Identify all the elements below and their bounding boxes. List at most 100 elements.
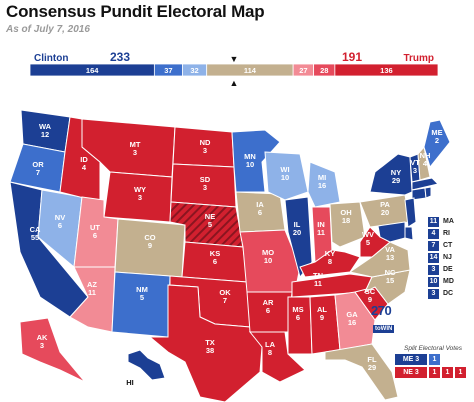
state-KY[interactable] (299, 249, 361, 278)
small-state-abbr: CT (443, 241, 453, 249)
state-NM[interactable] (111, 271, 171, 338)
small-state-abbr: NJ (443, 253, 452, 261)
state-NH[interactable] (417, 145, 431, 181)
clinton-total: 233 (110, 50, 130, 64)
label-KS: KS 6 (210, 249, 220, 266)
summary-segment-label: 28 (320, 66, 328, 75)
state-NJ[interactable] (404, 197, 417, 228)
label-NE: NE 5 (205, 212, 215, 229)
label-ND: ND 3 (200, 138, 211, 155)
state-RI[interactable] (424, 186, 432, 199)
label-WI: WI 10 (280, 165, 289, 182)
summary-bar: Clinton 233 191 Trump ▼ 164 37 32 114 27 28 13… (30, 50, 438, 86)
summary-segment-label: 37 (164, 66, 172, 75)
state-WI[interactable] (264, 151, 309, 201)
small-state-ev: 14 (428, 252, 439, 263)
label-HI: HI (126, 378, 134, 387)
label-WV: WV 5 (362, 230, 374, 247)
electoral-map: WA 12 OR 7 CA 55 NV 6 ID 4 MT 3 WY 3 UT 6 AZ 11 C… (9, 109, 451, 402)
label-VT: VT 3 (410, 158, 420, 175)
state-ME[interactable] (423, 119, 451, 169)
state-DE[interactable] (404, 226, 414, 241)
summary-segments: 164 37 32 114 27 28 136 (30, 63, 438, 77)
small-state-ev: 10 (428, 276, 439, 287)
logo-word: toWIN (373, 325, 395, 333)
label-CO: CO 9 (144, 233, 155, 250)
small-state-ev: 7 (428, 240, 439, 251)
state-LA[interactable] (248, 331, 306, 383)
label-KY: KY 8 (325, 249, 335, 266)
state-FL[interactable] (324, 343, 399, 401)
small-state-abbr: RI (443, 229, 450, 237)
label-SD: SD 3 (200, 175, 211, 192)
summary-segment (334, 63, 438, 77)
label-IN: IN 11 (317, 220, 325, 237)
small-state-DC[interactable]: 3 DC (428, 288, 472, 299)
label-AL: AL 9 (317, 305, 327, 322)
label-NV: NV 6 (55, 213, 65, 230)
label-SC: SC 9 (365, 287, 376, 304)
label-AR: AR 6 (263, 298, 274, 315)
small-state-ev: 3 (428, 264, 439, 275)
page-title: Consensus Pundit Electoral Map (6, 2, 265, 21)
label-NC: NC 15 (385, 268, 396, 285)
small-state-ev: 11 (428, 216, 439, 227)
summary-segment-label: 114 (244, 66, 257, 75)
state-MI[interactable] (307, 161, 341, 208)
split-vote: 1 (429, 367, 440, 378)
label-PA: PA 20 (380, 200, 390, 217)
split-vote: 1 (455, 367, 466, 378)
small-state-abbr: MD (443, 277, 454, 285)
label-WA: WA 12 (39, 122, 52, 139)
state-HI[interactable] (127, 349, 166, 381)
label-OK: OK 7 (219, 288, 231, 305)
small-state-MD[interactable]: 10 MD (428, 276, 472, 287)
label-AK: AK 3 (37, 333, 48, 350)
label-IL: IL 20 (293, 220, 301, 237)
state-OH[interactable] (329, 201, 366, 248)
trump-label: Trump (403, 53, 434, 64)
state-MD[interactable] (377, 221, 406, 243)
small-state-ev: 4 (428, 228, 439, 239)
270towin-logo[interactable]: 270 toWIN (371, 304, 399, 335)
label-LA: LA 8 (265, 340, 276, 357)
small-state-MA[interactable]: 11 MA (428, 216, 472, 227)
label-MO: MO 10 (262, 248, 274, 265)
split-votes-title: Split Electoral Votes (404, 345, 462, 352)
label-FL: FL 29 (367, 355, 377, 372)
as-of-date: As of July 7, 2016 (6, 24, 90, 35)
label-TN: TN 11 (313, 271, 323, 288)
small-state-ev: 3 (428, 288, 439, 299)
state-AK[interactable] (19, 317, 86, 383)
state-TX[interactable] (148, 284, 263, 402)
split-vote: 1 (442, 367, 453, 378)
small-states-legend: 11 MA 4 RI 7 CT 14 NJ 3 DE 10 MD 3 DC (428, 216, 472, 300)
state-MN[interactable] (231, 129, 281, 193)
small-state-DE[interactable]: 3 DE (428, 264, 472, 275)
clinton-label: Clinton (34, 53, 68, 64)
small-state-abbr: DC (443, 289, 454, 297)
split-vote: 1 (429, 354, 440, 365)
label-GA: GA 16 (346, 310, 358, 327)
label-AZ: AZ 11 (87, 280, 97, 297)
label-MT: MT 3 (130, 140, 141, 157)
label-MN: MN 10 (244, 152, 256, 169)
label-VA: VA 13 (385, 245, 395, 262)
midpoint-marker-top: ▼ (230, 54, 239, 64)
summary-segment-label: 164 (86, 66, 99, 75)
small-state-NJ[interactable]: 14 NJ (428, 252, 472, 263)
label-OH: OH 18 (340, 208, 351, 225)
trump-total: 191 (342, 50, 362, 64)
label-TX: TX 38 (205, 338, 215, 355)
summary-segment-label: 136 (380, 66, 393, 75)
summary-segment-label: 32 (190, 66, 198, 75)
small-state-CT[interactable]: 7 CT (428, 240, 472, 251)
label-ID: ID 4 (80, 155, 88, 172)
summary-segment-label: 27 (299, 66, 307, 75)
state-MA[interactable] (411, 177, 439, 191)
label-MI: MI 16 (318, 173, 326, 190)
small-state-RI[interactable]: 4 RI (428, 228, 472, 239)
split-state-label: NE 3 (395, 367, 427, 378)
